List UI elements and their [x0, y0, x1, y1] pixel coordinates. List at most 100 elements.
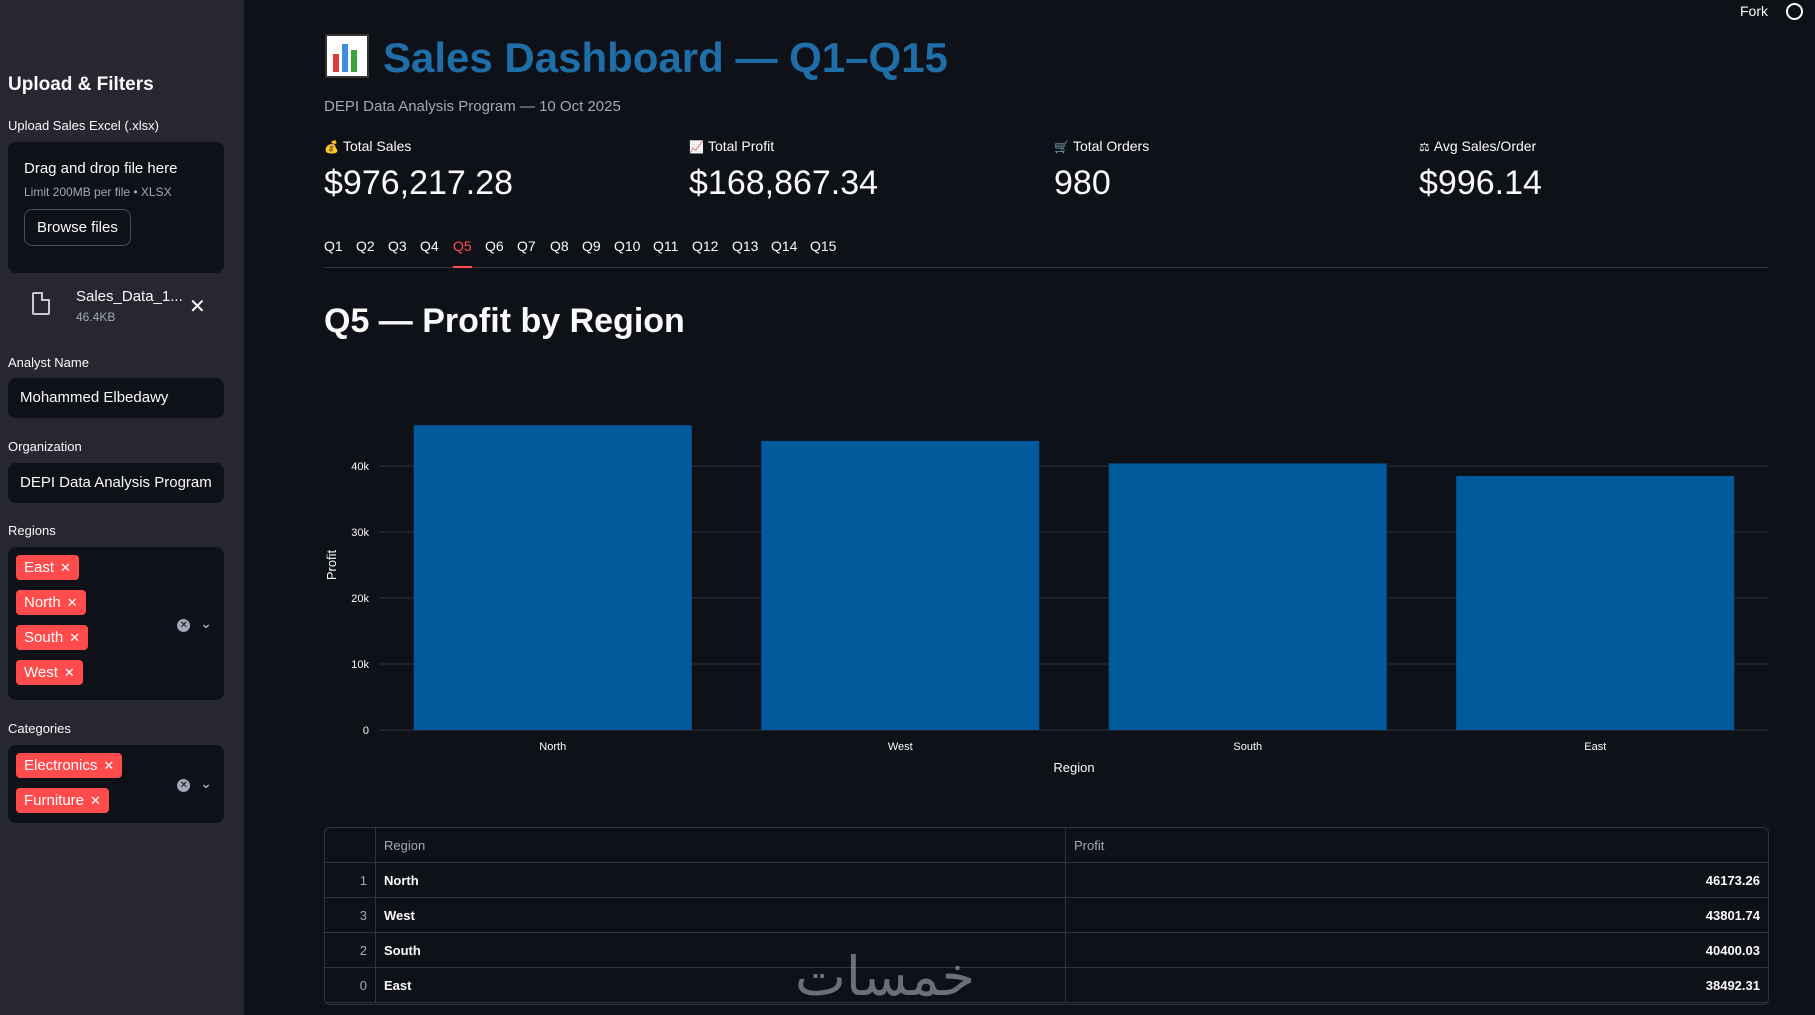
analyst-name-input[interactable]: Mohammed Elbedawy — [8, 378, 224, 418]
sidebar: Upload & Filters Upload Sales Excel (.xl… — [0, 0, 244, 1015]
x-tick-label: West — [888, 741, 913, 753]
tab-q10[interactable]: Q10 — [614, 238, 641, 254]
table-row-cell: 1 — [325, 863, 376, 898]
table-row-cell: 0 — [325, 968, 376, 1003]
categories-tag: Electronics ✕ — [16, 753, 123, 778]
table-row-cell: 3 — [325, 898, 376, 933]
table-header-cell: Profit — [1074, 838, 1105, 853]
x-tick-label: South — [1233, 741, 1262, 753]
remove-tag-icon[interactable]: ✕ — [66, 595, 78, 610]
table-row-cell: East — [376, 968, 1066, 1003]
metric-value: $996.14 — [1419, 164, 1542, 202]
categories-tag: Furniture ✕ — [16, 788, 109, 813]
chart-increasing-icon: 📈 — [689, 140, 704, 154]
y-tick-label: 30k — [351, 527, 369, 539]
tab-q2[interactable]: Q2 — [356, 238, 375, 254]
clear-icon[interactable]: ✕ — [177, 619, 191, 632]
metric-card: 💰 Total Sales $976,217.28 — [324, 138, 513, 203]
metric-card: ⚖ Avg Sales/Order $996.14 — [1419, 138, 1542, 203]
metric-value: $976,217.28 — [324, 164, 514, 202]
metric-card: 🛒 Total Orders 980 — [1054, 138, 1149, 203]
table-row-cell: 40400.03 — [1705, 943, 1760, 958]
table-row-cell: 43801.74 — [1705, 908, 1760, 923]
watermark: خمسات — [795, 945, 976, 1008]
regions-tag-label: South — [24, 629, 64, 646]
regions-controls: ✕ ⌄ — [177, 615, 212, 632]
remove-file-icon[interactable]: ✕ — [189, 296, 206, 318]
bar-chart-icon — [325, 34, 369, 78]
metric-card: 📈 Total Profit $168,867.34 — [689, 138, 878, 203]
file-size: 46.4KB — [76, 310, 116, 324]
github-icon[interactable] — [1786, 3, 1803, 20]
sidebar-title: Upload & Filters — [8, 74, 154, 95]
chevron-down-icon[interactable]: ⌄ — [200, 775, 212, 791]
categories-label: Categories — [8, 721, 71, 736]
x-axis-label: Region — [1053, 760, 1094, 775]
categories-controls: ✕ ⌄ — [177, 775, 212, 792]
tab-q3[interactable]: Q3 — [388, 238, 407, 254]
categories-tag-label: Furniture — [24, 792, 85, 809]
tab-q14[interactable]: Q14 — [771, 238, 798, 254]
tab-q15[interactable]: Q15 — [810, 238, 837, 254]
tab-q1[interactable]: Q1 — [324, 238, 343, 254]
table-row-cell: 38492.31 — [1705, 978, 1760, 993]
bar-west — [761, 440, 1040, 730]
bar-north — [413, 425, 692, 730]
x-tick-label: North — [539, 741, 566, 753]
bar-south — [1108, 463, 1387, 730]
y-tick-label: 0 — [363, 725, 369, 737]
regions-tag: South ✕ — [16, 625, 89, 650]
table-row: 0 East 38492.31 — [325, 968, 1768, 1003]
clear-icon[interactable]: ✕ — [177, 779, 191, 792]
file-name: Sales_Data_1... — [76, 288, 183, 305]
tab-q11[interactable]: Q11 — [653, 238, 679, 254]
page-title: Sales Dashboard — Q1–Q15 — [325, 34, 948, 82]
remove-tag-icon[interactable]: ✕ — [63, 665, 75, 680]
metric-label: 🛒 Total Orders — [1054, 138, 1150, 154]
metric-label: 📈 Total Profit — [689, 138, 775, 154]
table-header-cell — [325, 828, 376, 863]
metric-label: ⚖ Avg Sales/Order — [1419, 138, 1537, 154]
metric-label: 💰 Total Sales — [324, 138, 412, 154]
y-axis-label: Profit — [324, 549, 339, 580]
regions-tag: East ✕ — [16, 555, 79, 580]
regions-tag-label: West — [24, 664, 58, 681]
chevron-down-icon[interactable]: ⌄ — [200, 615, 212, 631]
tab-q6[interactable]: Q6 — [485, 238, 504, 254]
regions-tag-label: North — [24, 594, 61, 611]
regions-multiselect[interactable]: East ✕ North ✕ South ✕ West ✕ ✕ ⌄ — [8, 547, 224, 700]
table-row-cell: North — [376, 863, 1066, 898]
profit-table: Region Profit 1 North 46173.26 3 West 43801.74 2… — [324, 827, 1769, 1005]
browse-files-button[interactable]: Browse files — [24, 209, 131, 246]
table-header-cell: Region — [376, 828, 1066, 863]
table-row-cell: 2 — [325, 933, 376, 968]
categories-multiselect[interactable]: Electronics ✕ Furniture ✕ ✕ ⌄ — [8, 745, 224, 823]
tab-q4[interactable]: Q4 — [420, 238, 439, 254]
remove-tag-icon[interactable]: ✕ — [60, 560, 71, 575]
table-row-cell: 46173.26 — [1705, 873, 1760, 888]
remove-tag-icon[interactable]: ✕ — [103, 758, 115, 773]
table-row: 3 West 43801.74 — [325, 898, 1768, 933]
tab-bar: Q1 Q2 Q3 Q4 Q5 Q6 Q7 Q8 Q9 Q10 Q11 Q12 Q13 Q14 Q15 — [324, 238, 1769, 268]
table-row: 2 South 40400.03 — [325, 933, 1768, 968]
file-dropzone[interactable]: Drag and drop file here Limit 200MB per … — [8, 142, 224, 273]
tab-q13[interactable]: Q13 — [732, 238, 759, 254]
remove-tag-icon[interactable]: ✕ — [69, 630, 81, 645]
table-row-cell: South — [376, 933, 1066, 968]
tab-q7[interactable]: Q7 — [517, 238, 536, 254]
x-tick-label: East — [1584, 741, 1606, 753]
table-row: 1 North 46173.26 — [325, 863, 1768, 898]
tab-q5[interactable]: Q5 — [453, 238, 472, 268]
organization-label: Organization — [8, 439, 82, 454]
file-icon — [32, 292, 50, 315]
tab-q8[interactable]: Q8 — [550, 238, 569, 254]
tab-q12[interactable]: Q12 — [692, 238, 719, 254]
fork-link[interactable]: Fork — [1740, 3, 1768, 19]
tab-q9[interactable]: Q9 — [582, 238, 601, 254]
remove-tag-icon[interactable]: ✕ — [90, 793, 101, 808]
regions-label: Regions — [8, 523, 56, 538]
table-row-cell: West — [376, 898, 1066, 933]
dropzone-limit: Limit 200MB per file • XLSX — [24, 185, 172, 199]
organization-input[interactable]: DEPI Data Analysis Program — [8, 463, 224, 503]
page-title-text: Sales Dashboard — Q1–Q15 — [383, 34, 948, 81]
